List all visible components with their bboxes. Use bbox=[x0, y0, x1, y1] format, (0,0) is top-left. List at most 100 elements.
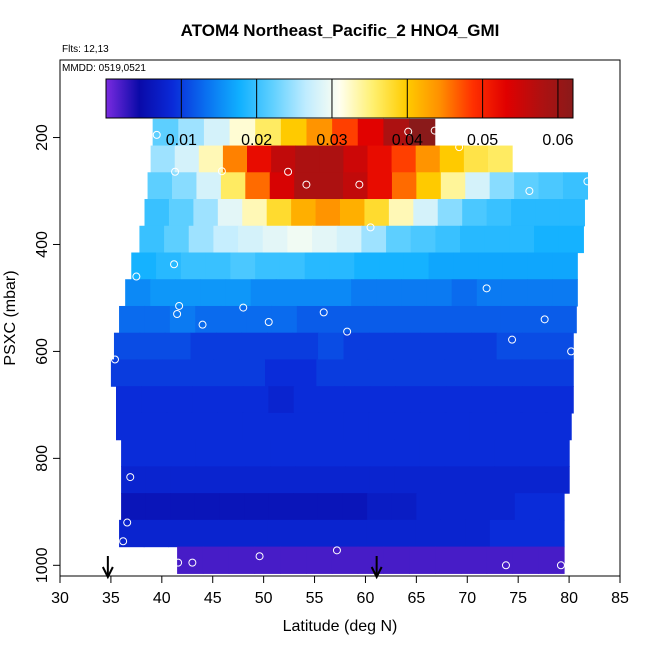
heatmap-cell bbox=[388, 199, 414, 227]
heatmap-cell bbox=[394, 412, 421, 441]
heatmap-cell bbox=[205, 252, 231, 280]
plot-frame bbox=[59, 59, 621, 577]
heatmap-cell bbox=[390, 519, 417, 548]
heatmap-cell bbox=[451, 279, 478, 307]
heatmap-cell bbox=[474, 305, 501, 334]
heatmap-cell bbox=[367, 172, 393, 200]
heatmap-cell bbox=[169, 305, 196, 334]
x-axis-label: Latitude (deg N) bbox=[283, 618, 398, 635]
heatmap-cell bbox=[460, 546, 488, 574]
observation-point bbox=[119, 537, 128, 546]
dates-annotation: MMDD: 0519,0521 bbox=[62, 63, 146, 74]
heatmap-cell bbox=[391, 145, 417, 173]
heatmap-cell bbox=[279, 252, 306, 280]
heatmap-cell bbox=[220, 439, 247, 467]
heatmap-cell bbox=[494, 466, 520, 494]
heatmap-cell bbox=[145, 439, 172, 467]
heatmap-cell bbox=[444, 466, 471, 494]
observation-point bbox=[540, 315, 549, 324]
latitude-arrow bbox=[101, 556, 114, 580]
heatmap-cell bbox=[351, 279, 377, 307]
heatmap-cell bbox=[195, 439, 222, 467]
x-tick-label: 35 bbox=[102, 590, 120, 607]
heatmap-cell bbox=[437, 199, 463, 227]
heatmap-cell bbox=[292, 332, 319, 361]
heatmap-cell bbox=[144, 199, 170, 227]
heatmap-cell bbox=[489, 172, 515, 200]
heatmap-cell bbox=[332, 118, 359, 147]
heatmap-cell bbox=[469, 466, 496, 494]
heatmap-cell bbox=[280, 546, 307, 574]
heatmap-cell bbox=[558, 225, 584, 254]
heatmap-cell bbox=[364, 199, 390, 227]
heatmap-cell bbox=[315, 199, 341, 227]
heatmap-cell bbox=[319, 386, 346, 414]
heatmap-cell bbox=[247, 145, 272, 173]
heatmap-cell bbox=[478, 252, 504, 280]
heatmap-cell bbox=[398, 305, 425, 334]
observation-point bbox=[343, 327, 352, 336]
heatmap-cell bbox=[368, 412, 395, 441]
heatmap-cell bbox=[294, 172, 320, 200]
x-tick-label: 50 bbox=[255, 590, 273, 607]
heatmap-cell bbox=[419, 412, 446, 441]
heatmap-cell bbox=[476, 279, 503, 307]
heatmap-cell bbox=[255, 118, 282, 147]
heatmap-cell bbox=[435, 225, 461, 254]
heatmap-cell bbox=[428, 252, 454, 280]
heatmap-cell bbox=[144, 305, 171, 334]
heatmap-cell bbox=[416, 493, 442, 521]
heatmap-cell bbox=[230, 252, 256, 280]
heatmap-cell bbox=[316, 359, 343, 387]
heatmap-cell bbox=[164, 332, 192, 361]
heatmap-cell bbox=[460, 225, 486, 254]
heatmap-cell bbox=[471, 386, 498, 414]
y-tick-label: 1000 bbox=[34, 547, 51, 583]
heatmap-cell bbox=[419, 359, 446, 387]
heatmap-cell bbox=[343, 412, 370, 441]
heatmap-cell bbox=[514, 172, 540, 200]
heatmap-cell bbox=[341, 519, 367, 548]
observation-point bbox=[525, 187, 534, 196]
x-tick-label: 30 bbox=[51, 590, 69, 607]
observation-point bbox=[123, 518, 132, 527]
heatmap-cell bbox=[489, 519, 516, 548]
heatmap-cell bbox=[195, 466, 222, 494]
heatmap-cell bbox=[444, 359, 472, 387]
observation-point bbox=[567, 347, 576, 356]
heatmap-cell bbox=[401, 279, 428, 307]
heatmap-cell bbox=[552, 279, 578, 307]
observation-points bbox=[110, 126, 592, 570]
heatmap-cell bbox=[342, 493, 368, 521]
observation-point bbox=[366, 223, 375, 232]
heatmap-cell bbox=[522, 332, 549, 361]
heatmap-cell bbox=[463, 145, 489, 173]
heatmap-cell bbox=[136, 359, 163, 387]
heatmap-cell bbox=[462, 199, 488, 227]
heatmap-cell bbox=[465, 519, 491, 548]
heatmap-cell bbox=[336, 225, 362, 254]
heatmap-cell bbox=[527, 279, 553, 307]
heatmap-cell bbox=[162, 359, 189, 387]
heatmap-cell bbox=[470, 359, 497, 387]
heatmap-cell bbox=[420, 332, 447, 361]
y-tick-label: 600 bbox=[34, 338, 51, 365]
heatmap-cell bbox=[164, 225, 190, 254]
heatmap-cell bbox=[242, 199, 268, 227]
heatmap-cell bbox=[170, 493, 196, 521]
heatmap-cell bbox=[420, 386, 447, 414]
heatmap-cell bbox=[393, 359, 420, 387]
observation-point bbox=[284, 167, 293, 176]
heatmap-cell bbox=[494, 439, 520, 467]
heatmap-cell bbox=[269, 172, 295, 200]
heatmap-cell bbox=[469, 412, 496, 441]
heatmap-cell bbox=[217, 412, 244, 441]
y-tick-label: 200 bbox=[34, 124, 51, 151]
heatmap-cell bbox=[539, 519, 565, 548]
heatmap-cell bbox=[544, 439, 570, 467]
observation-point bbox=[110, 355, 119, 364]
heatmap-cell bbox=[534, 225, 560, 254]
heatmap-cell bbox=[340, 199, 366, 227]
heatmap-cell bbox=[193, 519, 219, 548]
observation-point bbox=[174, 558, 183, 567]
